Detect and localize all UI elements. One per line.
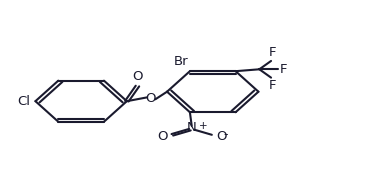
- Text: +: +: [199, 121, 208, 131]
- Text: O: O: [132, 70, 143, 83]
- Text: N: N: [187, 121, 197, 134]
- Text: F: F: [268, 46, 276, 59]
- Text: Br: Br: [174, 55, 188, 68]
- Text: O: O: [216, 130, 227, 143]
- Text: Cl: Cl: [17, 95, 30, 108]
- Text: O: O: [145, 92, 156, 105]
- Text: F: F: [280, 63, 288, 76]
- Text: F: F: [268, 79, 276, 92]
- Text: O: O: [157, 130, 168, 143]
- Text: -: -: [224, 128, 228, 141]
